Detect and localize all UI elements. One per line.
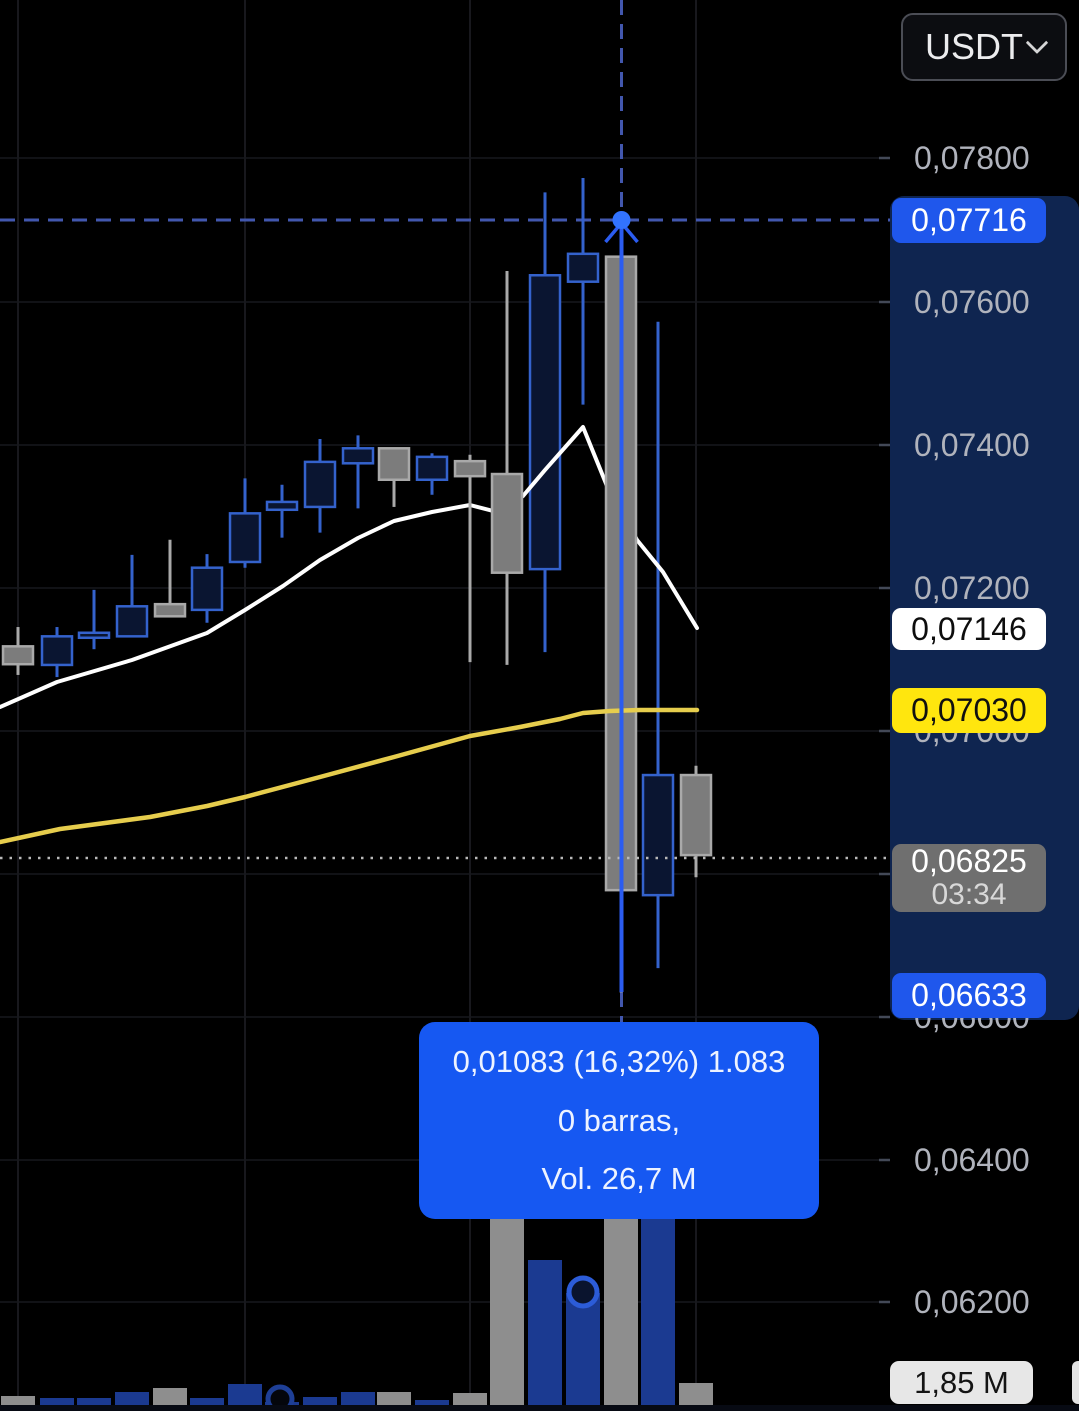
price-axis-label: 0,07200 <box>914 570 1030 606</box>
candle-bull <box>341 447 375 465</box>
white-ma-price-badge: 0,07146 <box>892 608 1046 650</box>
volume-bar <box>528 1260 562 1407</box>
price-axis-label: 0,07400 <box>914 427 1030 463</box>
price-axis-label: 0,07800 <box>914 140 1030 176</box>
volume-bar <box>153 1388 187 1407</box>
quote-currency-label: USDT <box>925 26 1023 67</box>
crosshair-dot <box>612 211 631 229</box>
volume-bar <box>77 1398 111 1407</box>
volume-bar <box>228 1384 262 1407</box>
ma-white-line <box>0 425 699 709</box>
volume-axis-badge: 1,85 M <box>890 1361 1033 1404</box>
crosshair-low-price-badge: 0,06633 <box>892 972 1046 1018</box>
candle-bull <box>265 500 299 512</box>
candle-bull <box>303 460 337 509</box>
price-axis-label: 0,06400 <box>914 1142 1030 1178</box>
candle-bear <box>377 447 411 482</box>
volume-bar <box>679 1383 713 1407</box>
candle-bull <box>415 455 449 481</box>
last-price-countdown-badge: 0,06825 03:34 <box>892 844 1046 912</box>
volume-marker-ring <box>265 1384 295 1411</box>
volume-bar <box>115 1392 149 1407</box>
candle-bear <box>490 472 524 574</box>
bar-countdown-timer: 03:34 <box>931 878 1007 911</box>
bottom-edge-strip <box>0 1405 1079 1411</box>
candle-bull <box>77 631 111 640</box>
candle-bear <box>679 773 713 857</box>
candle-bull <box>115 605 149 638</box>
candle-bear <box>153 602 187 618</box>
candle-bull <box>40 635 74 667</box>
volume-bar <box>453 1393 487 1407</box>
candle-bull <box>228 512 262 564</box>
candle-bull <box>190 566 224 612</box>
price-axis-label: 0,07600 <box>914 284 1030 320</box>
volume-marker-ring <box>566 1275 600 1309</box>
last-price-value: 0,06825 <box>911 843 1027 879</box>
ma-yellow-line <box>0 707 700 845</box>
volume-bar <box>303 1397 337 1407</box>
volume-bar <box>415 1400 449 1407</box>
candle-bull <box>566 252 600 283</box>
volume-bar <box>1 1396 35 1407</box>
candle-bear <box>1 645 35 666</box>
tooltip-volume-line: Vol. 26,7 M <box>541 1160 697 1196</box>
candle-bull <box>528 274 562 571</box>
price-axis-label: 0,06200 <box>914 1284 1030 1320</box>
volume-bar <box>566 1293 600 1407</box>
measure-tooltip: 0,01083 (16,32%) 1.083 0 barras, Vol. 26… <box>419 1022 819 1219</box>
chevron-down-icon <box>1025 31 1049 55</box>
volume-bar <box>40 1398 74 1407</box>
tooltip-change-line: 0,01083 (16,32%) 1.083 <box>452 1044 786 1080</box>
volume-bar <box>190 1398 224 1407</box>
quote-currency-selector[interactable]: USDT <box>901 13 1067 81</box>
volume-bar <box>377 1392 411 1407</box>
candle-bear <box>453 459 487 478</box>
candle-bull <box>641 773 675 897</box>
crosshair-high-price-badge: 0,07716 <box>892 197 1046 243</box>
clipped-axis-badge <box>1072 1361 1079 1404</box>
yellow-ma-price-badge: 0,07030 <box>892 687 1046 733</box>
tooltip-bars-line: 0 barras, <box>557 1102 681 1138</box>
price-axis[interactable]: 0,078000,076000,074000,072000,070000,066… <box>890 0 1079 1411</box>
volume-bar <box>341 1392 375 1407</box>
